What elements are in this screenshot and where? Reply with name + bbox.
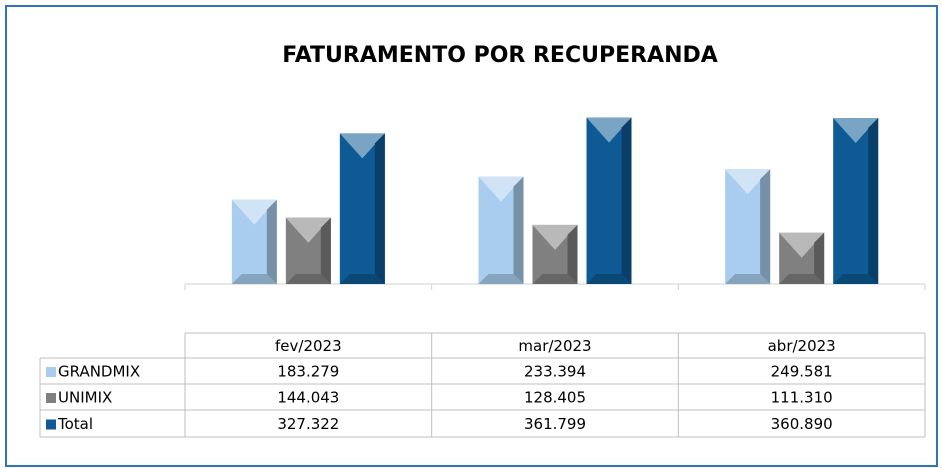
data-label: 249.581 — [771, 363, 833, 381]
bar-bevel — [779, 232, 825, 258]
bar-bevel — [478, 176, 524, 202]
bar-bevel — [374, 133, 385, 284]
legend-key — [46, 393, 56, 403]
bar-bevel — [621, 117, 632, 285]
bar-bevel — [725, 274, 771, 284]
bar-bevel — [231, 274, 277, 284]
bar-bevel — [833, 274, 879, 284]
bar-bevel — [231, 199, 277, 225]
bar-bevel — [833, 117, 879, 143]
bar-bevel — [266, 199, 277, 284]
bar-bevel — [339, 274, 385, 284]
bar-bevel — [513, 176, 524, 284]
legend-label: Total — [57, 415, 93, 433]
bar-bevel — [725, 169, 771, 195]
data-label: 183.279 — [277, 363, 339, 381]
data-label: 327.322 — [277, 415, 339, 433]
bar-bevel — [285, 274, 331, 284]
legend-label: UNIMIX — [58, 389, 112, 407]
data-label: 360.890 — [771, 415, 833, 433]
legend-key — [46, 419, 56, 430]
bar-bevel — [285, 217, 331, 243]
bar-bevel — [814, 232, 825, 284]
legend-label: GRANDMIX — [58, 363, 140, 381]
bar-bevel — [868, 117, 879, 284]
bar-bevel — [586, 117, 632, 143]
bar-bevel — [760, 169, 771, 284]
data-label: 128.405 — [524, 389, 586, 407]
data-label: 361.799 — [524, 415, 586, 433]
data-label: 144.043 — [277, 389, 339, 407]
bar-bevel — [320, 217, 331, 284]
bar-bevel — [532, 224, 578, 250]
data-label: 233.394 — [524, 363, 586, 381]
data-label: 111.310 — [771, 389, 833, 407]
category-label: mar/2023 — [518, 337, 591, 355]
bar-bevel — [532, 274, 578, 284]
bar-bevel — [586, 274, 632, 284]
category-label: fev/2023 — [275, 337, 342, 355]
bar-bevel — [339, 133, 385, 159]
bar-bevel — [779, 274, 825, 284]
category-label: abr/2023 — [768, 337, 836, 355]
bar-bevel — [478, 274, 524, 284]
legend-key — [46, 367, 56, 377]
bar-bevel — [567, 224, 578, 284]
chart-title: FATURAMENTO POR RECUPERANDA — [282, 43, 718, 68]
